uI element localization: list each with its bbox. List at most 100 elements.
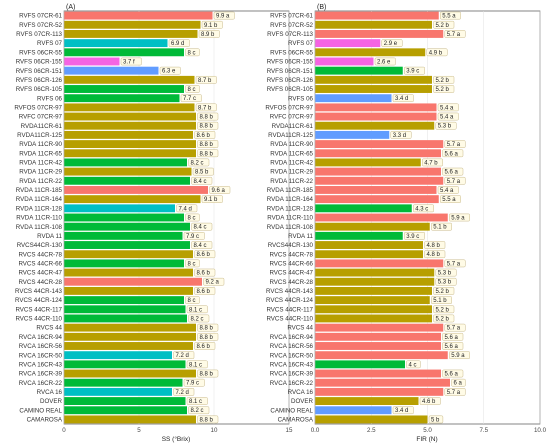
- data-label-box: [433, 287, 455, 295]
- bar: [64, 186, 208, 194]
- category-label: RVCS 44CR-124: [15, 297, 63, 304]
- data-label: 8.6 b: [197, 271, 211, 277]
- bar: [315, 94, 392, 103]
- bar: [315, 20, 432, 29]
- bar: [315, 176, 444, 185]
- data-label-box: [194, 342, 216, 350]
- category-label: RVDA11CR-125: [17, 132, 62, 139]
- category-label: RVDA11CR-61: [21, 123, 63, 130]
- bar: [64, 415, 196, 424]
- category-label: RVFC 07CR-97: [19, 114, 63, 121]
- data-label-box: [433, 305, 455, 314]
- data-label: 5.2 b: [436, 78, 450, 84]
- data-label: 6.9 d: [171, 41, 184, 47]
- data-label-box: [186, 397, 208, 405]
- bar: [64, 195, 201, 204]
- category-label: RVCS 44CR-47: [269, 270, 313, 277]
- category-label: RVFS 06CR-126: [267, 77, 314, 84]
- category-label: RVCS 44CR-124: [266, 297, 314, 304]
- category-label: RVCA 16CR-56: [19, 343, 63, 350]
- bar: [64, 222, 190, 231]
- category-label: RVDA 11CR-110: [16, 215, 62, 222]
- category-label: RVDA 11CR-164: [16, 196, 63, 203]
- bar: [315, 149, 441, 158]
- data-label: 5.7 a: [447, 142, 461, 148]
- bar: [64, 167, 192, 176]
- category-label: RVDA 11CR-108: [16, 224, 63, 231]
- data-label-box: [197, 112, 219, 121]
- data-label-box: [185, 213, 200, 222]
- category-label: RVCS 44CR-28: [269, 279, 313, 286]
- data-label-box: [194, 268, 216, 277]
- data-label: 8 c: [188, 50, 196, 56]
- data-label-box: [424, 250, 446, 259]
- data-label: 5.4 a: [440, 188, 454, 194]
- data-label-box: [213, 11, 235, 20]
- category-label: RVFS 07CR-61: [270, 13, 313, 20]
- data-label: 5.4 a: [440, 115, 454, 121]
- data-label: 6 a: [454, 381, 463, 387]
- bar: [64, 378, 183, 387]
- category-label: RVCA 16CR-94: [270, 334, 314, 341]
- data-label-box: [176, 204, 198, 213]
- data-label: 5.6 a: [445, 170, 459, 176]
- bar: [315, 213, 448, 222]
- data-label: 7.4 d: [179, 206, 192, 212]
- bar: [315, 241, 423, 249]
- data-label: 3.9 c: [406, 234, 419, 240]
- data-label: 5.9 a: [451, 353, 465, 359]
- category-label: RVCA 16CR-22: [270, 380, 314, 387]
- data-label: 8 c: [188, 216, 196, 222]
- category-label: RVCS 44: [287, 325, 313, 332]
- data-label: 8.1 c: [189, 399, 202, 405]
- bar: [315, 277, 435, 286]
- data-label-box: [424, 241, 446, 249]
- bar: [64, 48, 184, 57]
- category-label: RVDA 11: [288, 233, 313, 240]
- category-label: CAMINO REAL: [19, 407, 62, 414]
- data-label: 5.3 b: [438, 271, 452, 277]
- bar: [64, 158, 187, 167]
- category-label: RVFS 06: [288, 95, 314, 102]
- category-label: RVCS 44CR-47: [18, 270, 62, 277]
- category-label: RVCA 16: [37, 389, 63, 396]
- data-label-box: [180, 94, 202, 103]
- category-label: RVCS 44CR-143: [15, 288, 63, 295]
- panel-a-xlabel: SS (°Brix): [162, 435, 191, 443]
- data-label: 5.3 b: [438, 280, 452, 286]
- data-label-box: [422, 158, 443, 167]
- bar: [315, 48, 426, 57]
- data-label: 2.6 e: [377, 59, 391, 65]
- x-tick-label: 5: [137, 427, 141, 434]
- data-label-box: [183, 378, 205, 387]
- data-label-box: [188, 158, 210, 167]
- data-label-box: [404, 66, 425, 75]
- data-label-box: [198, 30, 220, 38]
- data-label-box: [195, 103, 217, 112]
- category-label: RVFS 07CR-52: [19, 22, 62, 29]
- bar: [64, 20, 201, 29]
- data-label: 3.9 c: [406, 69, 419, 75]
- bar: [315, 66, 403, 75]
- bar: [315, 305, 432, 314]
- data-label-box: [185, 85, 200, 93]
- category-label: RVCS 44CR-110: [15, 316, 62, 323]
- bar: [64, 332, 196, 341]
- data-label-box: [433, 314, 455, 323]
- data-label-box: [435, 277, 457, 286]
- bar: [315, 186, 437, 194]
- category-label: RVFS 06CR-155: [267, 59, 314, 66]
- bar: [64, 176, 190, 185]
- category-label: RVFS 06CR-151: [16, 68, 63, 75]
- data-label-box: [197, 369, 219, 378]
- data-label: 8.4 c: [194, 243, 207, 249]
- data-label-box: [431, 222, 452, 231]
- panel-b-xlabel: FIR (N): [416, 436, 437, 443]
- data-label-box: [392, 94, 414, 103]
- category-label: RVFS 06CR-126: [16, 77, 63, 84]
- bar: [315, 250, 423, 259]
- data-label-box: [431, 296, 452, 304]
- data-label: 8.8 b: [200, 335, 214, 341]
- data-label-box: [197, 332, 219, 341]
- data-label-box: [209, 186, 231, 194]
